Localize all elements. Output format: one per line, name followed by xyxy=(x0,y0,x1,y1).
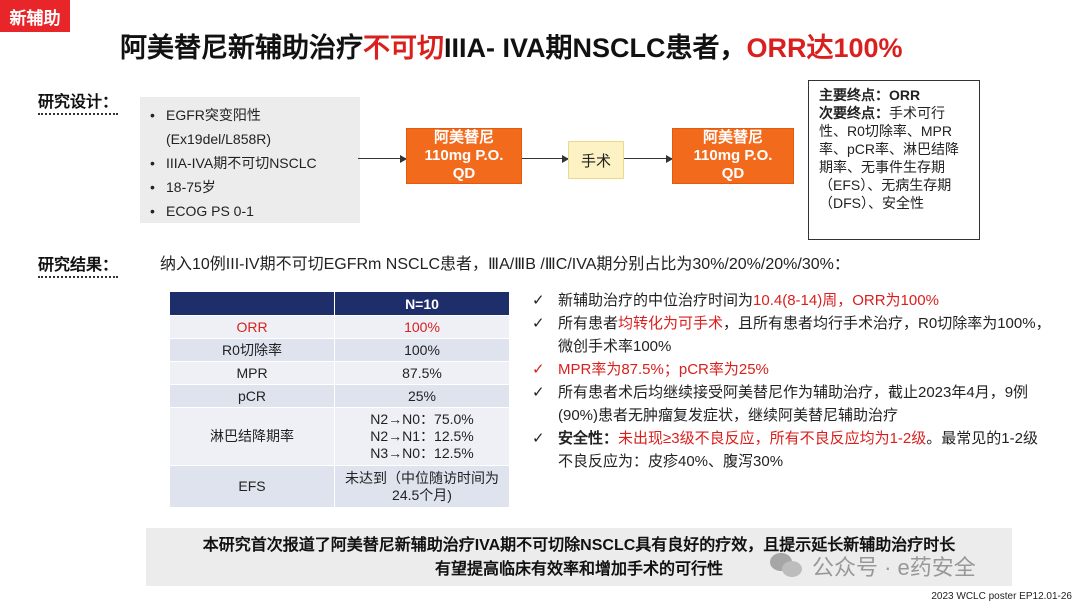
row-label-downstage: 淋巴结降期率 xyxy=(169,407,335,466)
flow-arrow-1 xyxy=(358,155,407,163)
efs-line2: 24.5个月) xyxy=(392,486,452,503)
secondary-label: 次要终点： xyxy=(819,105,889,121)
primary-label: 主要终点： xyxy=(819,87,889,103)
safety-highlight: 未出现≥3级不良反应，所有不良反应均为1-2级 xyxy=(618,430,927,447)
table-header-row: N=10 xyxy=(169,291,510,316)
safety-label: 安全性： xyxy=(558,430,619,447)
secondary-value: 手术可行性、R0切除率、MPR率、pCR率、淋巴结降期率、无事件生存期（EFS）… xyxy=(819,105,960,211)
check-icon: ✓ xyxy=(532,292,545,309)
row-value-orr: 100% xyxy=(334,315,510,339)
page-title: 阿美替尼新辅助治疗不可切IIIA- IVA期NSCLC患者，ORR达100% xyxy=(120,26,1060,65)
finding-item: ✓ 安全性：未出现≥3级不良反应，所有不良反应均为1-2级。最常见的1-2级不良… xyxy=(532,427,1052,473)
check-icon: ✓ xyxy=(532,315,545,332)
watermark: 公众号 · e药安全 xyxy=(770,550,976,582)
row-label-mpr: MPR xyxy=(169,361,335,385)
inclusion-criteria: EGFR突变阳性 (Ex19del/L858R) IIIA-IVA期不可切NSC… xyxy=(140,97,360,223)
drug1-name: 阿美替尼 xyxy=(433,129,494,146)
check-icon: ✓ xyxy=(532,430,545,447)
downstage-n3n0: N3→N0：12.5% xyxy=(370,445,474,461)
safety-text: 。最常见的1-2级不良反应为：皮疹40%、腹泻30% xyxy=(558,430,1038,470)
efs-line1: 未达到（中位随访时间为 xyxy=(345,469,499,486)
surgery-box: 手术 xyxy=(568,141,624,179)
table-row: MPR 87.5% xyxy=(169,361,510,385)
finding1-highlight: 10.4(8-14)周，ORR为100% xyxy=(753,292,939,309)
endpoint-box: 主要终点：ORR 次要终点：手术可行性、R0切除率、MPR率、pCR率、淋巴结降… xyxy=(808,80,980,240)
table-row: 淋巴结降期率 N2→N0：75.0% N2→N1：12.5% N3→N0：12.… xyxy=(169,407,510,466)
drug1-freq: QD xyxy=(452,165,476,182)
row-value-efs: 未达到（中位随访时间为 24.5个月) xyxy=(334,465,510,508)
drug1-dose: 110mg P.O. xyxy=(424,147,504,164)
row-value-pcr: 25% xyxy=(334,384,510,408)
drug2-freq: QD xyxy=(721,165,745,182)
conclusion-line2: 有望提高临床有效率和增加手术的可行性 xyxy=(434,561,723,578)
flow-arrow-2 xyxy=(522,155,569,163)
title-part3: IIIA- IVA期NSCLC患者， xyxy=(444,33,747,63)
footer-citation: 2023 WCLC poster EP12.01-26 xyxy=(931,591,1072,602)
criteria-item-cont: (Ex19del/L858R) xyxy=(150,127,350,151)
secondary-endpoint: 次要终点：手术可行性、R0切除率、MPR率、pCR率、淋巴结降期率、无事件生存期… xyxy=(819,104,969,212)
drug2-dose: 110mg P.O. xyxy=(693,147,773,164)
conclusion-box: 本研究首次报道了阿美替尼新辅助治疗IVA期不可切除NSCLC具有良好的疗效，且提… xyxy=(146,528,1012,586)
check-icon: ✓ xyxy=(532,361,545,378)
finding2-text-c: ，且所有患者均行手术治疗，R0切除率为100%，微创手术率100% xyxy=(558,315,1051,355)
row-label-r0: R0切除率 xyxy=(169,338,335,362)
row-label-pcr: pCR xyxy=(169,384,335,408)
drug-box-adjuvant: 阿美替尼 110mg P.O. QD xyxy=(672,128,794,184)
finding4-text: 所有患者术后均继续接受阿美替尼作为辅助治疗，截止2023年4月，9例(90%)患… xyxy=(558,384,1029,424)
wechat-icon xyxy=(770,553,804,579)
row-label-orr: ORR xyxy=(169,315,335,339)
design-label: 研究设计： xyxy=(38,88,119,115)
table-header-n: N=10 xyxy=(334,291,510,316)
finding2-highlight: 均转化为可手术 xyxy=(618,315,724,332)
title-part2: 不可切 xyxy=(363,33,444,63)
criteria-item: ECOG PS 0-1 xyxy=(150,199,350,223)
results-summary: 纳入10例III-IV期不可切EGFRm NSCLC患者，ⅢA/ⅢB /ⅢC/I… xyxy=(160,256,850,273)
table-header-blank xyxy=(169,291,335,316)
primary-endpoint: 主要终点：ORR xyxy=(819,86,969,104)
title-part1: 阿美替尼新辅助治疗 xyxy=(120,33,363,63)
finding-item: ✓ 新辅助治疗的中位治疗时间为10.4(8-14)周，ORR为100% xyxy=(532,289,1052,312)
criteria-item-text: (Ex19del/L858R) xyxy=(166,131,272,147)
criteria-item: 18-75岁 xyxy=(150,175,350,199)
category-tag: 新辅助 xyxy=(0,0,70,32)
drug2-name: 阿美替尼 xyxy=(702,129,763,146)
table-row: EFS 未达到（中位随访时间为 24.5个月) xyxy=(169,465,510,508)
finding2-text-a: 所有患者 xyxy=(558,315,619,332)
conclusion-line1: 本研究首次报道了阿美替尼新辅助治疗IVA期不可切除NSCLC具有良好的疗效，且提… xyxy=(202,537,956,554)
findings-list: ✓ 新辅助治疗的中位治疗时间为10.4(8-14)周，ORR为100% ✓ 所有… xyxy=(532,289,1052,473)
title-part4: ORR达100% xyxy=(746,33,903,63)
primary-value: ORR xyxy=(889,87,921,103)
criteria-item: IIIA-IVA期不可切NSCLC xyxy=(150,151,350,175)
check-icon: ✓ xyxy=(532,384,545,401)
row-value-mpr: 87.5% xyxy=(334,361,510,385)
results-label: 研究结果： xyxy=(38,251,119,278)
finding-item: ✓ 所有患者均转化为可手术，且所有患者均行手术治疗，R0切除率为100%，微创手… xyxy=(532,312,1052,358)
finding3-text: MPR率为87.5%；pCR率为25% xyxy=(558,361,769,378)
row-label-efs: EFS xyxy=(169,465,335,508)
table-row: pCR 25% xyxy=(169,384,510,408)
row-value-downstage: N2→N0：75.0% N2→N1：12.5% N3→N0：12.5% xyxy=(334,407,510,466)
row-value-r0: 100% xyxy=(334,338,510,362)
table-row: ORR 100% xyxy=(169,315,510,339)
watermark-text: 公众号 · e药安全 xyxy=(812,555,976,580)
drug-box-neoadjuvant: 阿美替尼 110mg P.O. QD xyxy=(406,128,522,184)
criteria-item: EGFR突变阳性 xyxy=(150,103,350,127)
downstage-n2n0: N2→N0：75.0% xyxy=(370,411,474,427)
finding-item: ✓ 所有患者术后均继续接受阿美替尼作为辅助治疗，截止2023年4月，9例(90%… xyxy=(532,381,1052,427)
table-row: R0切除率 100% xyxy=(169,338,510,362)
finding1-text: 新辅助治疗的中位治疗时间为 xyxy=(558,292,754,309)
results-table: N=10 ORR 100% R0切除率 100% MPR 87.5% pCR 2… xyxy=(169,291,510,508)
downstage-n2n1: N2→N1：12.5% xyxy=(370,428,474,444)
flow-arrow-3 xyxy=(624,155,673,163)
finding-item: ✓ MPR率为87.5%；pCR率为25% xyxy=(532,358,1052,381)
